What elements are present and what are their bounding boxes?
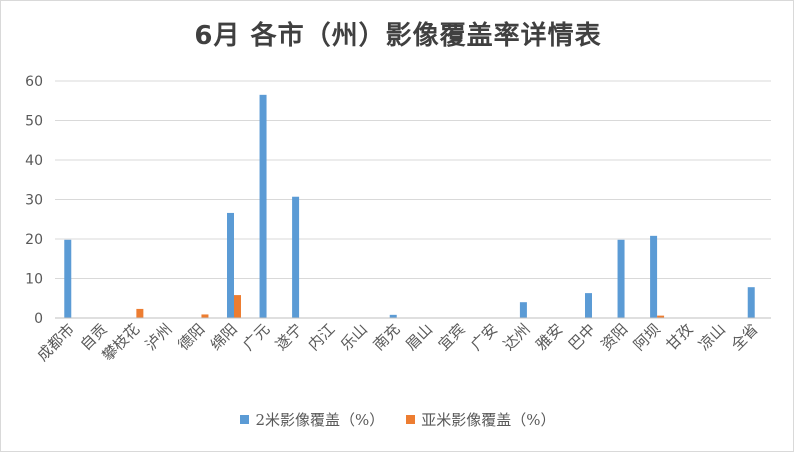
x-tick-label: 绵阳 [207, 320, 241, 354]
legend-label-series-2: 亚米影像覆盖（%） [421, 411, 556, 429]
x-tick-label: 遂宁 [272, 320, 306, 354]
legend: 2米影像覆盖（%） 亚米影像覆盖（%） [1, 409, 794, 430]
legend-swatch-series-2 [406, 415, 416, 424]
x-tick-label: 攀枝花 [99, 320, 144, 365]
x-tick-label: 雅安 [532, 320, 566, 354]
bar-series-1-资阳 [617, 239, 625, 318]
y-tick-label: 60 [25, 74, 43, 90]
y-tick-label: 0 [34, 311, 43, 327]
y-tick-label: 40 [25, 153, 43, 169]
legend-label-series-1: 2米影像覆盖（%） [255, 411, 385, 429]
bar-series-1-成都市 [64, 239, 72, 318]
y-tick-label: 20 [25, 232, 43, 248]
x-tick-label: 广元 [239, 320, 273, 354]
chart-title: 6月 各市（州）影像覆盖率详情表 [194, 21, 602, 51]
bar-series-1-广元 [259, 94, 267, 318]
x-tick-label: 资阳 [597, 320, 631, 354]
x-tick-label: 眉山 [402, 320, 436, 354]
legend-item-series-2: 亚米影像覆盖（%） [406, 409, 556, 430]
x-tick-label: 广安 [467, 320, 501, 354]
x-tick-label: 达州 [500, 320, 534, 354]
y-tick-label: 50 [25, 114, 43, 130]
bar-series-2-阿坝 [657, 315, 665, 318]
x-tick-label: 德阳 [174, 320, 208, 354]
x-tick-label: 甘孜 [663, 320, 697, 354]
x-tick-label: 全省 [728, 320, 762, 354]
x-tick-label: 凉山 [695, 320, 729, 354]
x-tick-label: 内江 [305, 320, 339, 354]
bar-series-1-全省 [747, 287, 755, 318]
x-tick-labels: 成都市自贡攀枝花泸州德阳绵阳广元遂宁内江乐山南充眉山宜宾广安达州雅安巴中资阳阿坝… [34, 320, 762, 365]
x-tick-label: 南充 [370, 320, 404, 354]
gridlines [55, 80, 771, 279]
bar-series-2-德阳 [201, 314, 209, 318]
x-tick-label: 巴中 [565, 320, 599, 354]
bar-series-2-绵阳 [234, 295, 241, 318]
x-tick-label: 泸州 [142, 320, 176, 354]
x-tick-label: 宜宾 [435, 320, 469, 354]
bar-series-1-巴中 [585, 293, 592, 318]
x-tick-label: 乐山 [337, 320, 371, 354]
y-tick-label: 30 [25, 193, 43, 209]
x-tick-label: 阿坝 [630, 320, 664, 354]
y-tick-label: 10 [25, 272, 43, 288]
bar-series-2-攀枝花 [136, 308, 144, 318]
bar-series-1-遂宁 [292, 196, 300, 318]
y-tick-labels: 0 10 20 30 40 50 60 [25, 74, 43, 327]
legend-item-series-1: 2米影像覆盖（%） [240, 409, 384, 430]
bar-series-1-阿坝 [650, 235, 658, 318]
bar-series-1-达州 [519, 302, 527, 318]
bar-series-1-绵阳 [227, 212, 234, 318]
legend-swatch-series-1 [240, 415, 250, 424]
bars [64, 94, 755, 318]
bar-series-1-南充 [389, 314, 397, 318]
